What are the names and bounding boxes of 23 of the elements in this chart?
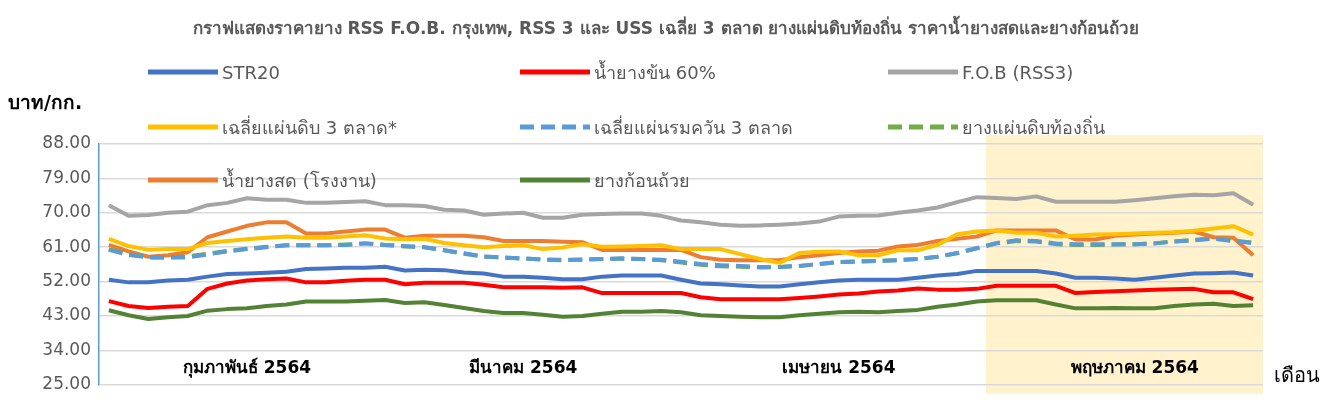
y-tick-label: 52.00 [42,270,91,291]
y-tick-label: 70.00 [42,201,91,222]
y-axis-title: บาท/กก. [8,90,83,113]
x-axis-title: เดือน [1274,363,1320,387]
legend-label: ยางก้อนถ้วย [594,168,690,193]
legend-label: เฉลี่ยแผ่นดิบ 3 ตลาด* [222,114,397,140]
x-tick-label: พฤษภาคม 2564 [1070,357,1200,378]
y-tick-label: 79.00 [42,166,91,187]
legend-label: น้ำยางข้น 60% [594,59,716,85]
y-tick-label: 34.00 [42,338,91,359]
legend-label: STR20 [222,61,280,83]
legend-label: น้ำยางสด (โรงงาน) [222,167,377,193]
y-tick-label: 25.00 [42,373,91,394]
x-tick-label: มีนาคม 2564 [469,357,578,378]
legend-label: F.O.B (RSS3) [962,61,1074,83]
legend-label: ยางแผ่นดิบท้องถิ่น [962,114,1105,140]
x-tick-label: เมษายน 2564 [782,357,896,378]
chart-title: กราฟแสดงราคายาง RSS F.O.B. กรุงเทพ, RSS 3 และ USS เฉลี่ย 3 ตลาด ยางแผ่นดิบท้องถิ่น ราคาน้ำยางสดและยางก้อนถ้วย [192,15,1140,40]
x-tick-label: กุมภาพันธ์ 2564 [182,357,312,379]
y-tick-label: 61.00 [42,235,91,256]
legend-label: เฉลี่ยแผ่นรมควัน 3 ตลาด [594,114,793,140]
y-tick-label: 43.00 [42,304,91,325]
y-tick-label: 88.00 [42,132,91,153]
